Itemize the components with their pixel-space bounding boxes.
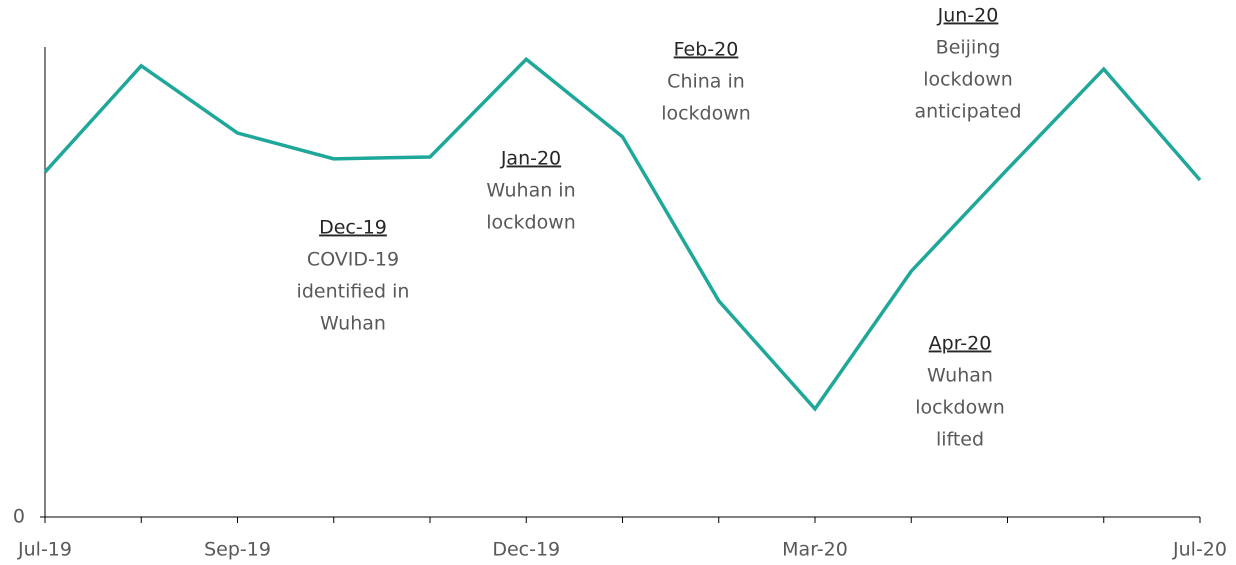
annotation-text: Wuhan — [320, 313, 386, 335]
annotation-text: lockdown — [661, 103, 751, 125]
x-tick-label: Jul-19 — [17, 539, 72, 561]
line-series — [43, 56, 1202, 412]
x-tick-label: Sep-19 — [204, 539, 271, 561]
annotation-text: lockdown — [486, 212, 576, 234]
annotation-date: Apr-20 — [929, 333, 992, 355]
annotation-text: lifted — [936, 429, 984, 451]
annotation-text: Beijing — [936, 37, 1001, 59]
x-tick-label: Dec-19 — [492, 539, 560, 561]
annotation-date: Jan-20 — [500, 148, 561, 170]
annotation-date: Jun-20 — [937, 5, 999, 27]
x-tick-label: Mar-20 — [782, 539, 848, 561]
y-tick-label: 0 — [13, 506, 25, 528]
x-tick-label: Jul-20 — [1172, 539, 1227, 561]
annotation-text: lockdown — [923, 69, 1013, 91]
annotation-text: identified in — [297, 281, 410, 303]
annotation-text: COVID-19 — [307, 249, 399, 271]
annotation-text: lockdown — [915, 397, 1005, 419]
annotation-text: China in — [667, 71, 745, 93]
annotation-date: Feb-20 — [674, 39, 739, 61]
annotation-text: anticipated — [914, 101, 1021, 123]
annotation-date: Dec-19 — [319, 217, 387, 239]
annotation-text: Wuhan — [927, 365, 993, 387]
annotation-text: Wuhan in — [486, 180, 575, 202]
